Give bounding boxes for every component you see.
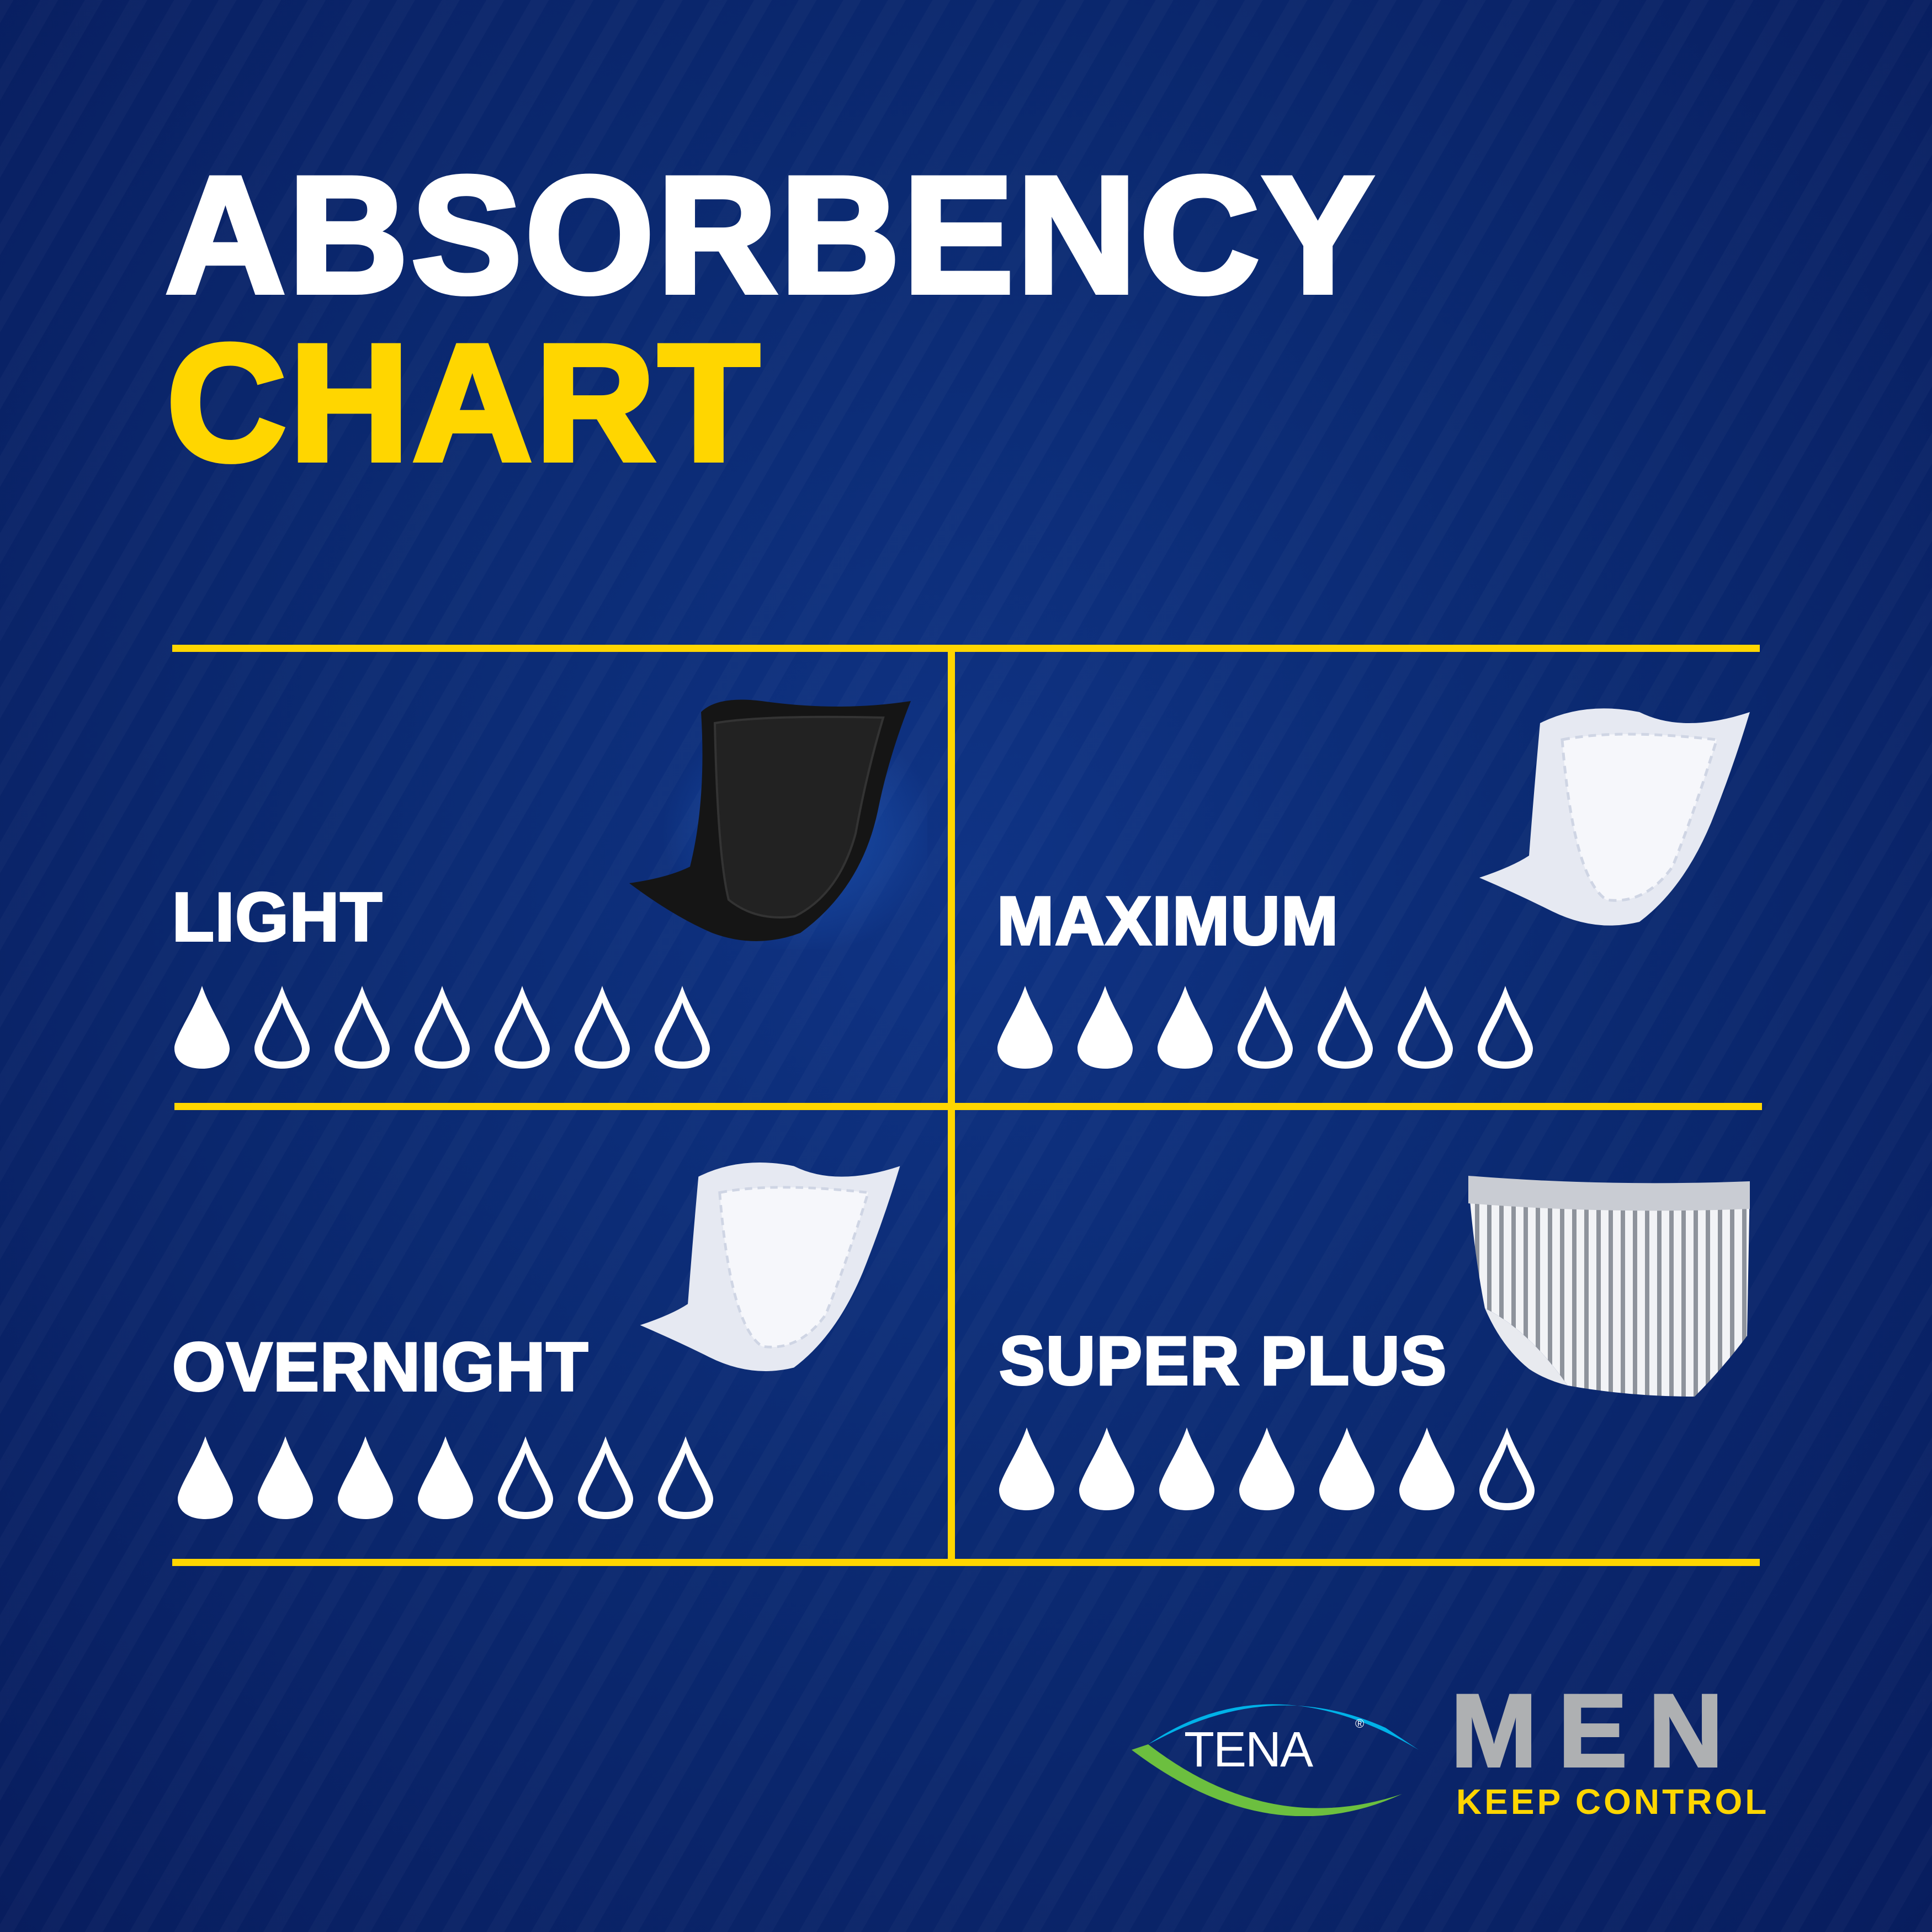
category-label-maximum: MAXIMUM	[996, 883, 1340, 959]
water-drop-outline-icon	[495, 986, 550, 1069]
water-drop-filled-icon	[338, 1436, 393, 1519]
water-drop-outline-icon	[655, 986, 710, 1069]
striped-underwear-image	[1468, 1176, 1750, 1397]
water-drop-outline-icon	[415, 986, 470, 1069]
water-drop-outline-icon	[658, 1436, 713, 1519]
water-drop-filled-icon	[1239, 1427, 1294, 1510]
title-line-2: CHART	[164, 310, 763, 495]
water-drop-outline-icon	[254, 986, 310, 1069]
water-drop-filled-icon	[1079, 1427, 1134, 1510]
black-pad-image	[629, 699, 927, 949]
grid-line-top	[172, 645, 1760, 652]
category-label-super-plus: SUPER PLUS	[998, 1323, 1448, 1399]
water-drop-outline-icon	[1398, 986, 1453, 1069]
water-drop-filled-icon	[1078, 986, 1133, 1069]
water-drop-filled-icon	[1159, 1427, 1214, 1510]
water-drop-filled-icon	[1158, 986, 1213, 1069]
water-drop-filled-icon	[999, 1427, 1054, 1510]
water-drop-filled-icon	[1319, 1427, 1374, 1510]
water-drop-outline-icon	[335, 986, 390, 1069]
drop-rating-super-plus	[997, 1426, 1537, 1511]
water-drop-filled-icon	[258, 1436, 313, 1519]
water-drop-outline-icon	[578, 1436, 633, 1519]
water-drop-outline-icon	[1238, 986, 1293, 1069]
category-label-overnight: OVERNIGHT	[171, 1329, 590, 1405]
water-drop-filled-icon	[1399, 1427, 1455, 1510]
water-drop-filled-icon	[997, 986, 1053, 1069]
water-drop-outline-icon	[498, 1436, 553, 1519]
water-drop-filled-icon	[174, 986, 230, 1069]
men-logo-text: MEN	[1450, 1673, 1744, 1788]
grid-line-bottom	[172, 1559, 1760, 1566]
white-pad-image	[640, 1163, 900, 1371]
grid-line-middle	[174, 1103, 1762, 1110]
water-drop-outline-icon	[1318, 986, 1373, 1069]
drop-rating-maximum	[995, 985, 1535, 1070]
water-drop-outline-icon	[575, 986, 630, 1069]
title-line-1: ABSORBENCY	[163, 142, 1377, 327]
grid-line-vertical	[948, 648, 955, 1565]
water-drop-filled-icon	[418, 1436, 473, 1519]
tena-logo: TENA ®	[1132, 1704, 1419, 1816]
white-pad-image	[1479, 708, 1750, 926]
tena-logo-text: TENA	[1184, 1722, 1313, 1777]
water-drop-filled-icon	[178, 1436, 233, 1519]
water-drop-outline-icon	[1479, 1427, 1535, 1510]
registered-mark: ®	[1355, 1717, 1364, 1731]
water-drop-outline-icon	[1478, 986, 1533, 1069]
drop-rating-light	[172, 985, 712, 1070]
drop-rating-overnight	[176, 1435, 715, 1520]
category-label-light: LIGHT	[171, 879, 383, 956]
tagline: KEEP CONTROL	[1456, 1782, 1770, 1822]
